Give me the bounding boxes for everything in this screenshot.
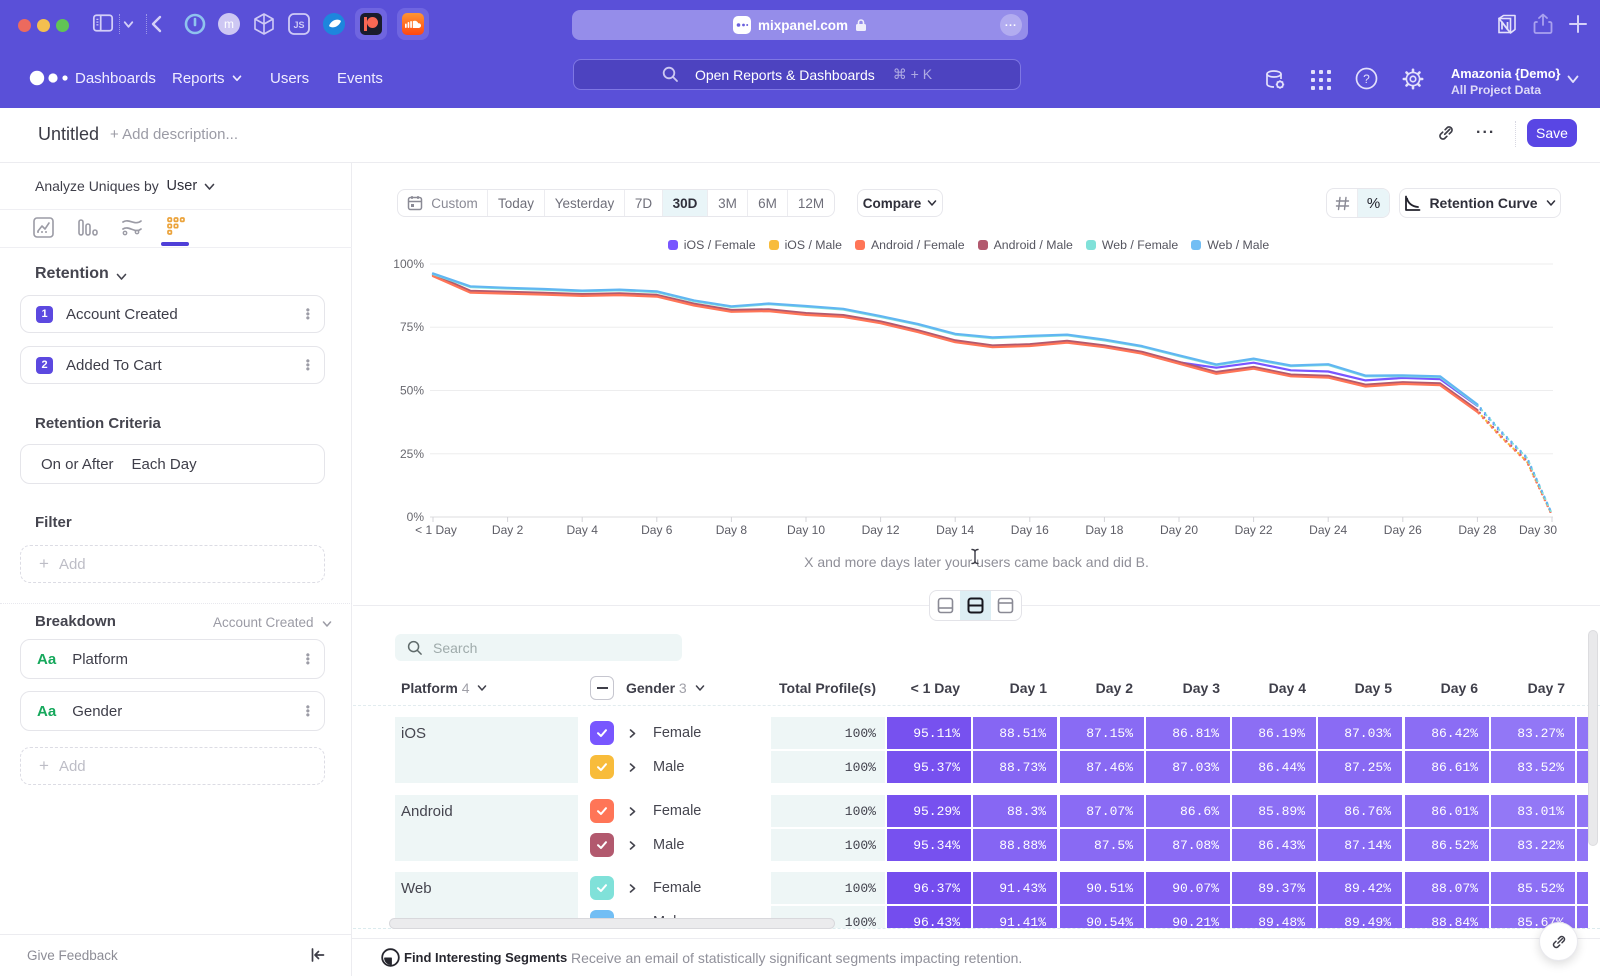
- svg-text:?: ?: [1363, 72, 1370, 86]
- svg-text:50%: 50%: [400, 384, 424, 398]
- svg-text:Day 8: Day 8: [716, 523, 748, 537]
- svg-text:Day 2: Day 2: [492, 523, 524, 537]
- svg-text:100%: 100%: [393, 257, 424, 271]
- svg-text:Day 14: Day 14: [936, 523, 974, 537]
- svg-text:0%: 0%: [407, 510, 425, 524]
- svg-text:< 1 Day: < 1 Day: [415, 523, 457, 537]
- svg-text:75%: 75%: [400, 320, 424, 334]
- svg-text:Day 26: Day 26: [1384, 523, 1422, 537]
- svg-text:Day 4: Day 4: [567, 523, 599, 537]
- svg-text:JS: JS: [293, 20, 304, 30]
- svg-text:m: m: [224, 17, 234, 31]
- svg-text:Day 30: Day 30: [1519, 523, 1557, 537]
- svg-text:Day 16: Day 16: [1011, 523, 1049, 537]
- svg-text:Day 24: Day 24: [1309, 523, 1347, 537]
- svg-text:Day 28: Day 28: [1458, 523, 1496, 537]
- svg-text:Day 18: Day 18: [1085, 523, 1123, 537]
- svg-text:Day 12: Day 12: [862, 523, 900, 537]
- svg-text:25%: 25%: [400, 447, 424, 461]
- svg-text:Day 10: Day 10: [787, 523, 825, 537]
- svg-text:Day 20: Day 20: [1160, 523, 1198, 537]
- svg-text:Day 6: Day 6: [641, 523, 673, 537]
- svg-text:Day 22: Day 22: [1235, 523, 1273, 537]
